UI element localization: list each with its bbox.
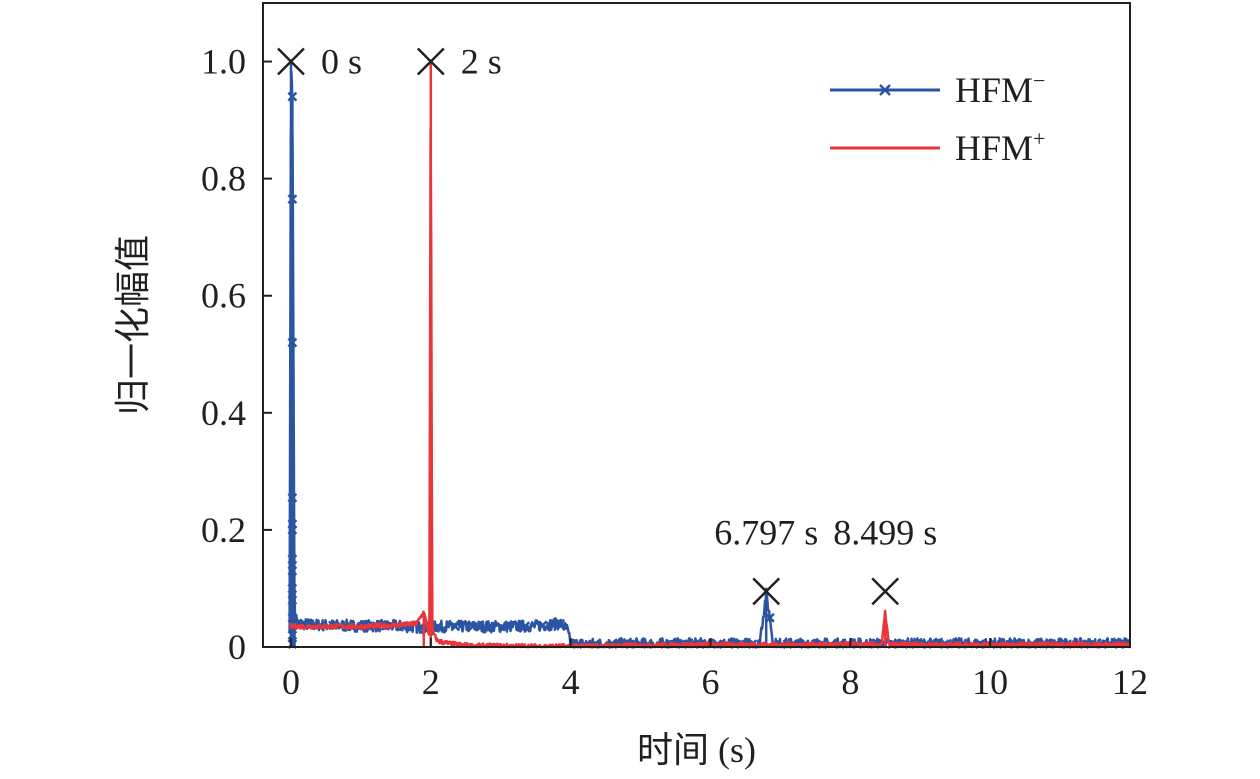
x-axis-label: 时间 (s) (637, 730, 756, 770)
annotation: 6.797 s (714, 512, 818, 606)
x-tick-label: 0 (282, 662, 300, 702)
x-tick-label: 6 (701, 662, 719, 702)
data-point-marker (537, 620, 548, 631)
legend-label-hfm-minus-sup: − (1033, 68, 1045, 93)
annotation: 0 s (277, 42, 362, 82)
annotation-marker (416, 47, 445, 76)
annotation-label: 2 s (461, 42, 502, 82)
y-tick-label: 0.8 (201, 159, 246, 199)
annotations: 0 s 2 s 6.797 s 8.499 s (277, 42, 937, 606)
legend-marker-hfm-minus (879, 84, 891, 96)
annotation-marker (277, 47, 305, 76)
x-tick-label: 12 (1112, 662, 1148, 702)
data-point-marker (287, 554, 298, 565)
data-point-marker (502, 621, 513, 632)
legend-label-hfm-minus: HFM− (955, 68, 1045, 110)
legend-marker-x (879, 84, 891, 96)
annotation-marker (871, 577, 900, 606)
y-tick-label: 0.4 (201, 393, 246, 433)
legend-label-hfm-minus-name: HFM (955, 70, 1033, 110)
legend-label-hfm-plus: HFM+ (955, 126, 1045, 168)
ticks-layer: 0 2 4 6 8 10 12 0 0.2 0.4 0.6 0.8 1.0 (201, 42, 1148, 702)
data-point-marker (287, 492, 298, 503)
y-tick-label: 0.6 (201, 276, 246, 316)
y-tick-label: 0 (228, 627, 246, 667)
annotation: 8.499 s (833, 512, 937, 606)
data-point-marker (287, 630, 298, 641)
x-tick-label: 4 (562, 662, 580, 702)
legend-label-hfm-plus-name: HFM (955, 128, 1033, 168)
data-point-marker (520, 621, 531, 631)
plot-frame (262, 2, 1131, 648)
data-point-marker (485, 621, 496, 632)
data-point-marker (287, 337, 298, 348)
y-tick-label: 1.0 (201, 42, 246, 82)
data-point-marker (287, 583, 298, 594)
legend-label-hfm-plus-sup: + (1033, 126, 1045, 151)
y-axis-label: 归一化幅值 (113, 235, 153, 415)
data-point-marker (287, 525, 298, 535)
x-tick-label: 2 (422, 662, 440, 702)
data-point-marker (467, 621, 478, 632)
annotation-label: 8.499 s (833, 512, 937, 552)
data-point-marker (555, 618, 566, 629)
annotation-label: 0 s (321, 42, 362, 82)
data-point-marker (287, 595, 298, 606)
annotation: 2 s (416, 42, 502, 82)
data-point-marker (432, 621, 443, 632)
data-point-marker (287, 91, 298, 102)
annotation-marker (752, 577, 781, 606)
data-point-marker (287, 194, 298, 205)
y-tick-label: 0.2 (201, 510, 246, 550)
legend: HFM− HFM+ (830, 68, 1045, 168)
annotation-label: 6.797 s (714, 512, 818, 552)
x-tick-label: 10 (972, 662, 1008, 702)
data-point-marker (450, 621, 461, 632)
data-point-marker (765, 612, 775, 623)
data-point-marker (287, 566, 298, 576)
x-tick-label: 8 (841, 662, 859, 702)
